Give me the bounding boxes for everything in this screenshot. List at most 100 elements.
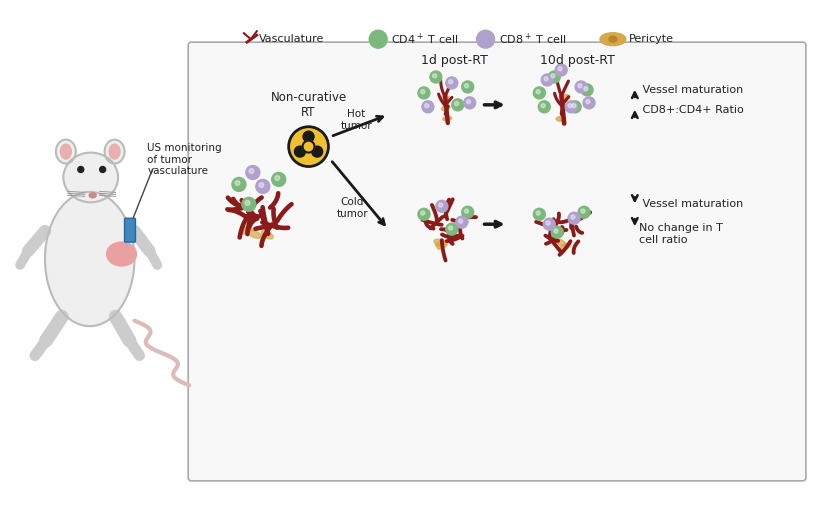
- Ellipse shape: [294, 146, 306, 157]
- Circle shape: [575, 81, 587, 93]
- Circle shape: [424, 104, 428, 108]
- Circle shape: [461, 81, 474, 93]
- Ellipse shape: [560, 243, 571, 249]
- Circle shape: [578, 206, 590, 218]
- Circle shape: [461, 206, 474, 218]
- Text: CD8+:CD4+ Ratio: CD8+:CD4+ Ratio: [639, 105, 743, 115]
- Ellipse shape: [261, 231, 274, 239]
- Circle shape: [272, 172, 286, 187]
- Ellipse shape: [239, 227, 252, 234]
- Ellipse shape: [440, 95, 449, 100]
- Circle shape: [302, 140, 315, 152]
- Circle shape: [77, 167, 84, 172]
- Circle shape: [533, 208, 545, 220]
- Text: Pericyte: Pericyte: [629, 34, 674, 44]
- Text: Vessel maturation: Vessel maturation: [639, 199, 743, 209]
- Circle shape: [232, 178, 246, 191]
- Circle shape: [249, 169, 254, 173]
- Text: 10d post-RT: 10d post-RT: [540, 53, 615, 67]
- Circle shape: [288, 127, 329, 167]
- Circle shape: [433, 74, 437, 78]
- Circle shape: [430, 71, 442, 83]
- Ellipse shape: [561, 95, 570, 100]
- Circle shape: [421, 90, 425, 94]
- Circle shape: [259, 182, 264, 188]
- Circle shape: [448, 226, 452, 230]
- Ellipse shape: [89, 193, 96, 198]
- Circle shape: [572, 104, 576, 108]
- Circle shape: [551, 74, 555, 78]
- Circle shape: [538, 101, 550, 113]
- Text: CD8$^+$ T cell: CD8$^+$ T cell: [499, 31, 566, 47]
- Circle shape: [421, 211, 425, 215]
- Ellipse shape: [45, 192, 134, 326]
- Circle shape: [583, 86, 588, 91]
- Circle shape: [100, 167, 105, 172]
- Circle shape: [565, 101, 577, 113]
- Circle shape: [569, 212, 580, 224]
- Circle shape: [544, 77, 548, 81]
- Circle shape: [456, 216, 468, 228]
- Text: Cold
tumor: Cold tumor: [336, 198, 368, 219]
- Text: No change in T
cell ratio: No change in T cell ratio: [639, 223, 723, 245]
- Circle shape: [458, 219, 462, 223]
- Ellipse shape: [63, 152, 118, 202]
- Circle shape: [464, 97, 475, 109]
- Circle shape: [455, 102, 459, 106]
- Circle shape: [242, 198, 255, 211]
- Text: Non-curative
RT: Non-curative RT: [270, 91, 347, 119]
- Ellipse shape: [434, 239, 445, 245]
- Circle shape: [446, 77, 458, 89]
- Circle shape: [446, 223, 458, 235]
- Circle shape: [546, 221, 550, 225]
- Circle shape: [255, 179, 269, 193]
- Ellipse shape: [442, 116, 452, 121]
- Ellipse shape: [556, 239, 566, 246]
- Circle shape: [448, 80, 452, 84]
- Circle shape: [438, 203, 442, 207]
- Circle shape: [586, 100, 590, 104]
- Circle shape: [548, 71, 560, 83]
- Circle shape: [436, 200, 447, 212]
- Ellipse shape: [60, 144, 72, 159]
- Circle shape: [369, 30, 387, 48]
- Circle shape: [422, 101, 434, 113]
- Ellipse shape: [549, 237, 559, 243]
- Circle shape: [536, 211, 541, 215]
- Ellipse shape: [442, 106, 450, 111]
- Circle shape: [543, 218, 555, 230]
- Ellipse shape: [106, 242, 137, 266]
- Text: 1d post-RT: 1d post-RT: [421, 53, 488, 67]
- Circle shape: [541, 74, 553, 86]
- Ellipse shape: [437, 242, 447, 249]
- Circle shape: [246, 166, 260, 179]
- Circle shape: [581, 84, 593, 96]
- Ellipse shape: [303, 131, 314, 142]
- Circle shape: [533, 87, 545, 99]
- FancyBboxPatch shape: [124, 218, 135, 242]
- Circle shape: [235, 181, 240, 185]
- Ellipse shape: [56, 140, 76, 163]
- Text: CD4$^+$ T cell: CD4$^+$ T cell: [391, 31, 458, 47]
- Circle shape: [581, 209, 585, 213]
- Circle shape: [465, 209, 469, 213]
- Circle shape: [583, 97, 595, 109]
- Text: Hot
tumor: Hot tumor: [340, 109, 372, 130]
- Circle shape: [418, 208, 430, 220]
- Circle shape: [465, 84, 469, 88]
- Ellipse shape: [609, 36, 617, 42]
- Circle shape: [551, 226, 563, 238]
- Ellipse shape: [435, 241, 446, 247]
- Circle shape: [578, 84, 582, 88]
- Circle shape: [452, 99, 464, 111]
- Circle shape: [536, 90, 541, 94]
- Ellipse shape: [249, 231, 261, 238]
- Ellipse shape: [561, 106, 570, 111]
- Text: Vasculature: Vasculature: [259, 34, 324, 44]
- Ellipse shape: [556, 117, 565, 121]
- Circle shape: [558, 67, 562, 71]
- Circle shape: [569, 101, 581, 113]
- FancyBboxPatch shape: [188, 42, 806, 481]
- Circle shape: [476, 30, 494, 48]
- Text: US monitoring
of tumor
vasculature: US monitoring of tumor vasculature: [147, 143, 222, 176]
